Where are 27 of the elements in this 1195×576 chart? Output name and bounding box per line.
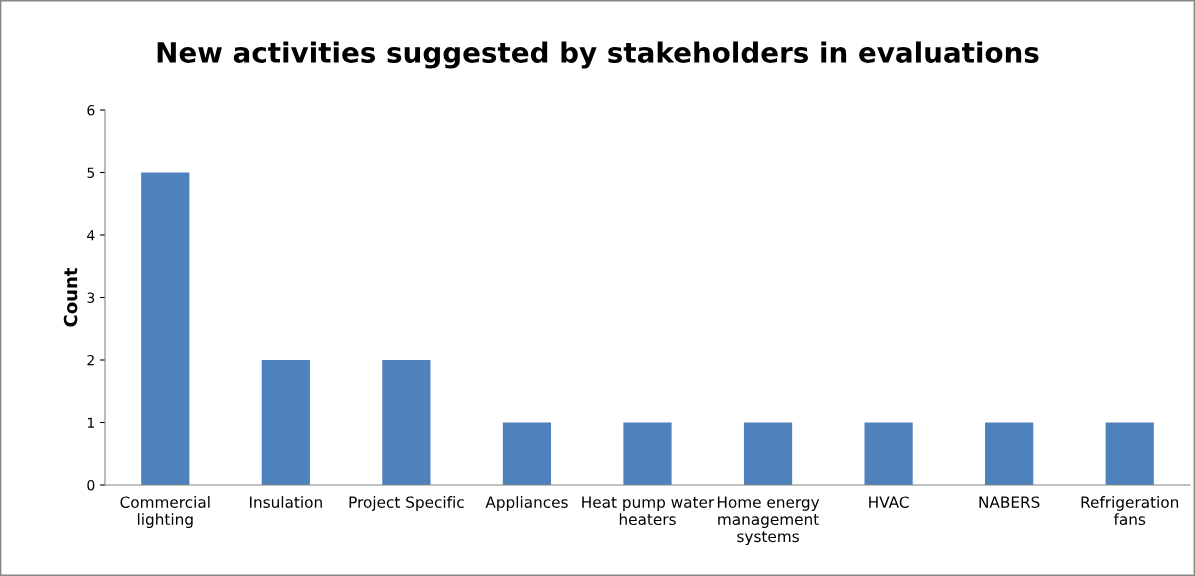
x-tick-label: NABERS: [979, 496, 1040, 508]
x-tick-label: Commercial lighting: [120, 496, 210, 528]
y-tick-label: 5: [87, 167, 95, 178]
y-tick-label: 6: [87, 104, 95, 116]
x-tick-label: Refrigeration fans: [1081, 496, 1179, 526]
bar: [743, 422, 793, 485]
x-tick-label: Project Specific: [349, 496, 464, 511]
bar: [261, 360, 310, 485]
chart-title: New activities suggested by stakeholders in evaluations: [157, 41, 1039, 69]
x-tick-label: Heat pump water heaters: [582, 496, 715, 526]
x-tick-label: Appliances: [485, 496, 568, 511]
y-axis-title: Count: [63, 267, 78, 327]
y-tick-label: 4: [87, 230, 95, 241]
y-tick-label: 0: [87, 479, 95, 491]
x-tick-label: HVAC: [869, 496, 909, 508]
bar: [502, 422, 552, 485]
bar: [864, 422, 913, 485]
x-tick-label: Insulation: [249, 496, 322, 508]
bar: [141, 172, 190, 485]
y-tick-label: 2: [87, 354, 94, 366]
bar: [623, 422, 672, 485]
bar: [985, 422, 1034, 485]
y-tick-label: 1: [87, 417, 94, 428]
bar: [1105, 422, 1154, 485]
x-tick-label: Home energy management systems: [717, 496, 820, 546]
y-tick-label: 3: [87, 292, 95, 303]
bar: [382, 360, 431, 485]
